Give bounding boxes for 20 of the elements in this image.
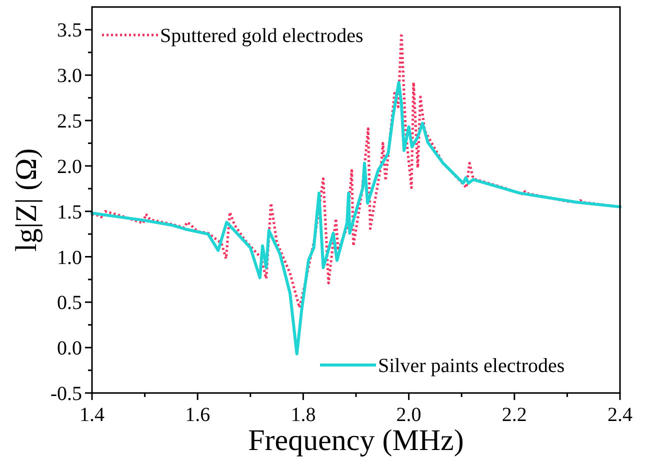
x-tick-label: 1.8 — [290, 404, 316, 426]
y-tick-label: 3.0 — [57, 65, 82, 88]
y-tick-label: 1.5 — [57, 201, 82, 224]
legend-label: Sputtered gold electrodes — [160, 25, 364, 47]
y-tick-label: 0.0 — [57, 338, 82, 360]
x-tick-label: 2.4 — [608, 404, 632, 426]
legend-label: Silver paints electrodes — [378, 355, 565, 377]
x-tick-label: 1.4 — [80, 404, 104, 426]
x-tick-label: 2.0 — [396, 404, 422, 426]
x-tick-label: 1.6 — [185, 404, 210, 426]
y-tick-label: 2.5 — [57, 110, 82, 133]
x-axis-title: Frequency (MHz) — [248, 424, 464, 457]
y-tick-label: -0.5 — [50, 383, 82, 405]
x-tick-label: 2.2 — [502, 404, 527, 426]
y-tick-label: 2.0 — [57, 156, 82, 178]
y-axis-title: lg|Z| (Ω) — [10, 148, 43, 252]
y-tick-label: 0.5 — [57, 292, 82, 314]
y-tick-label: 1.0 — [57, 246, 82, 269]
y-tick-label: 3.5 — [57, 20, 82, 42]
line-series — [90, 80, 622, 356]
